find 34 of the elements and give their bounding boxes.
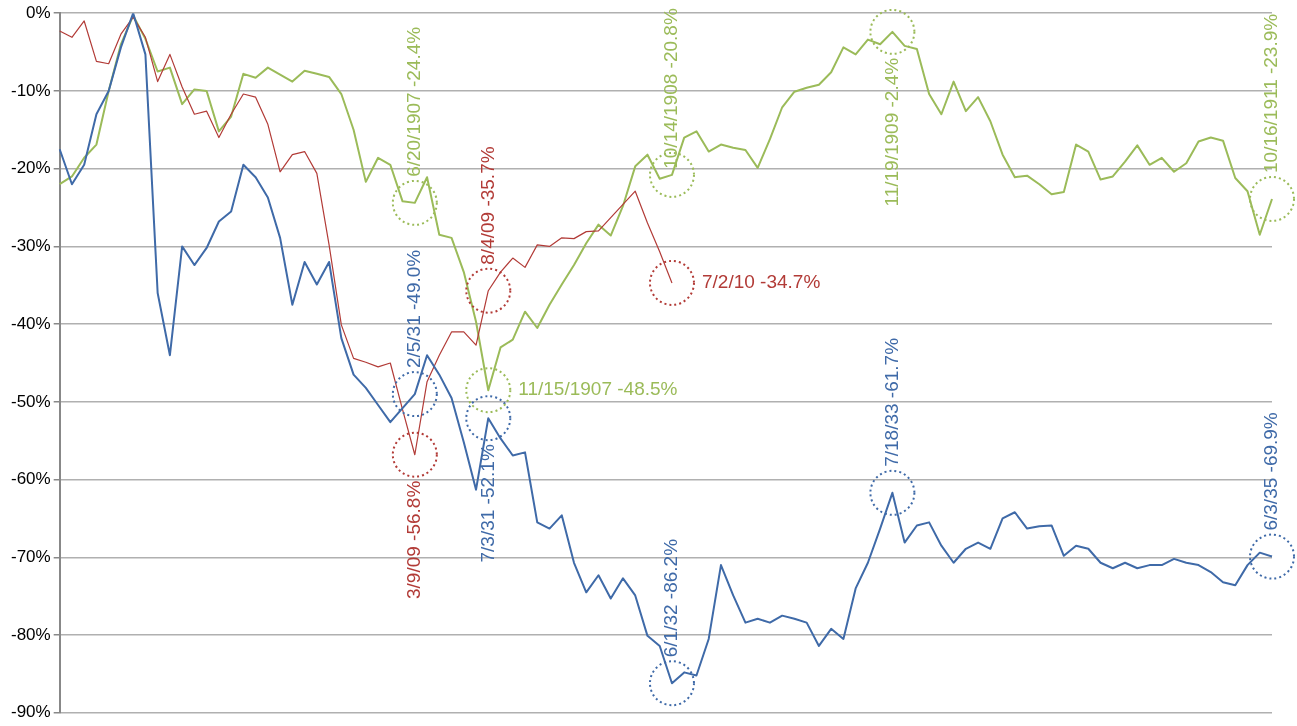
annotation: 7/2/10 -34.7% bbox=[701, 271, 821, 293]
point bbox=[465, 267, 512, 314]
point bbox=[391, 179, 438, 226]
annotation: 7/3/31 -52.1% bbox=[476, 444, 498, 563]
annotation: 6/20/1907 -24.4% bbox=[403, 26, 425, 177]
y-tick-label: -10% bbox=[11, 80, 51, 100]
y-tick-label: -80% bbox=[11, 624, 51, 644]
y-tick-label: -60% bbox=[11, 469, 51, 489]
annotation: 6/1/32 -86.2% bbox=[660, 538, 682, 658]
annotation: 11/19/1909 -2.4% bbox=[880, 57, 902, 207]
point bbox=[465, 395, 512, 442]
point bbox=[648, 259, 695, 306]
annotation: 10/14/1908 -20.8% bbox=[660, 8, 682, 169]
y-tick-label: 0% bbox=[26, 2, 51, 22]
y-tick-label: -90% bbox=[11, 702, 51, 722]
point bbox=[391, 371, 438, 418]
annotation: 11/15/1907 -48.5% bbox=[518, 378, 678, 400]
annotation: 3/9/09 -56.8% bbox=[403, 480, 425, 600]
point bbox=[391, 431, 438, 478]
annotation: 7/18/33 -61.7% bbox=[880, 337, 902, 467]
annotation: 8/4/09 -35.7% bbox=[476, 146, 498, 265]
y-tick-label: -30% bbox=[11, 236, 51, 256]
y-tick-label: -50% bbox=[11, 391, 51, 411]
y-tick-label: -70% bbox=[11, 547, 51, 567]
point bbox=[869, 8, 916, 55]
point bbox=[1249, 533, 1295, 580]
point bbox=[648, 660, 695, 707]
annotation: 10/16/1911 -23.9% bbox=[1260, 13, 1282, 173]
annotation: 6/3/35 -69.9% bbox=[1260, 412, 1282, 531]
point bbox=[1249, 175, 1295, 222]
point bbox=[465, 367, 512, 414]
y-tick-label: -20% bbox=[11, 158, 51, 178]
annotation: 2/5/31 -49.0% bbox=[403, 249, 425, 369]
y-tick-label: -40% bbox=[11, 313, 51, 333]
